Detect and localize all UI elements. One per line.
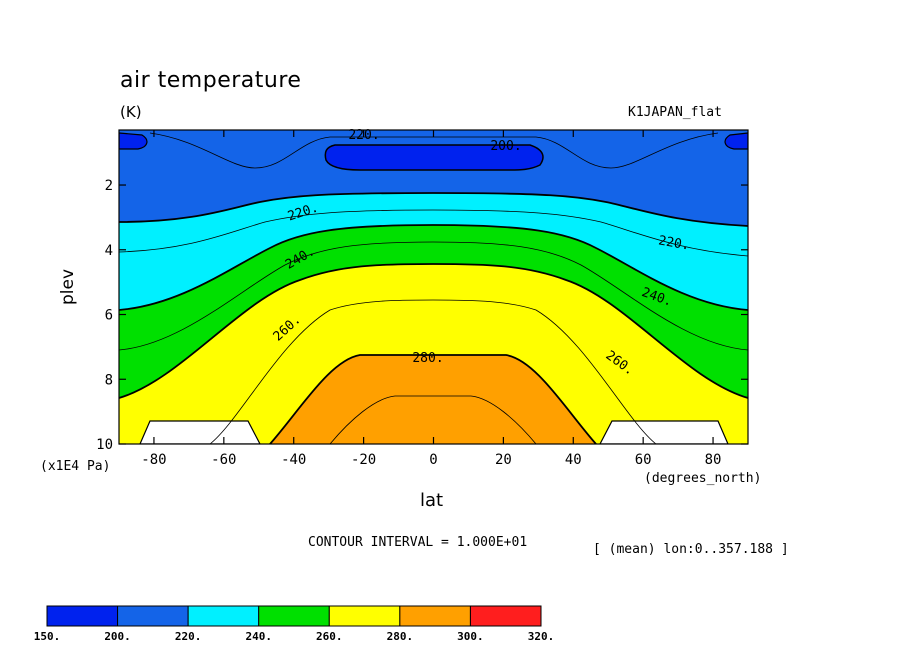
y-tick-label: 10: [96, 437, 113, 453]
colorbar-label: 220.: [175, 630, 202, 643]
colorbar-label: 200.: [104, 630, 131, 643]
fill-260-280: [119, 264, 748, 444]
colorbar-label: 240.: [245, 630, 272, 643]
x-tick-label: -80: [141, 452, 166, 468]
x-tick-label: -40: [281, 452, 306, 468]
topography-left: [139, 420, 261, 444]
contour-line-280: [269, 354, 597, 444]
contour-label-text: 220.: [657, 233, 690, 253]
contour-line-220: [119, 192, 748, 227]
colorbar-swatch: [258, 605, 330, 627]
colorbar-swatch: [328, 605, 401, 627]
contour-line-260: [119, 263, 748, 399]
x-axis-units: (degrees_north): [644, 471, 762, 486]
x-tick-label: 20: [495, 452, 512, 468]
colorbar: 150. 200. 220. 240. 260. 280. 300. 320.: [34, 605, 555, 643]
colorbar-label: 320.: [528, 630, 555, 643]
model-label: K1JAPAN_flat: [628, 105, 722, 120]
colorbar-swatch: [46, 605, 119, 627]
chart-title: air temperature: [120, 68, 302, 93]
fill-below-200-right: [724, 132, 748, 150]
y-tick-label: 2: [105, 178, 113, 194]
fill-below-200-left: [119, 132, 148, 150]
contour-line-250: [119, 241, 748, 351]
colorbar-label: 280.: [387, 630, 414, 643]
x-tick-label: -60: [211, 452, 236, 468]
x-tick-label: 40: [565, 452, 582, 468]
fill-280-300: [270, 355, 596, 444]
colorbar-label: 300.: [457, 630, 484, 643]
contour-label-text: 200.: [490, 139, 521, 154]
topography-right: [599, 420, 729, 444]
x-tick-label: 0: [429, 452, 437, 468]
colorbar-label: 150.: [34, 630, 61, 643]
colorbar-swatch: [399, 605, 471, 627]
contour-line-270: [209, 299, 657, 444]
colorbar-swatch: [187, 605, 260, 627]
contour-label: 220.: [657, 233, 690, 253]
contour-line-290: [329, 395, 537, 444]
contour-fills: [119, 130, 748, 444]
fill-below-200-center: [324, 144, 544, 171]
x-tick-label: 80: [705, 452, 722, 468]
colorbar-swatch: [117, 605, 189, 627]
colorbar-label: 260.: [316, 630, 343, 643]
contour-lines: [119, 132, 748, 444]
x-axis-label: lat: [420, 490, 444, 511]
mean-note: [ (mean) lon:0..357.188 ]: [593, 542, 789, 557]
contour-line-240: [119, 224, 748, 311]
x-tick-label: 60: [635, 452, 652, 468]
y-tick-label: 6: [105, 308, 113, 324]
contour-line-230: [119, 209, 748, 257]
contour-label: 280.: [412, 351, 443, 366]
colorbar-swatch: [469, 605, 542, 627]
y-tick-label: 8: [105, 372, 113, 388]
contour-interval-note: CONTOUR INTERVAL = 1.000E+01: [308, 535, 528, 550]
chart-units: (K): [120, 103, 142, 121]
contour-label: 200.: [490, 139, 521, 154]
x-tick-label: -20: [351, 452, 376, 468]
y-tick-label: 4: [105, 243, 113, 259]
axes: -80 -60 -40 -20 0 20 40 60 80 2 4 6 8 10: [96, 130, 748, 468]
contour-label-text: 280.: [412, 351, 443, 366]
y-axis-units: (x1E4 Pa): [40, 459, 111, 474]
